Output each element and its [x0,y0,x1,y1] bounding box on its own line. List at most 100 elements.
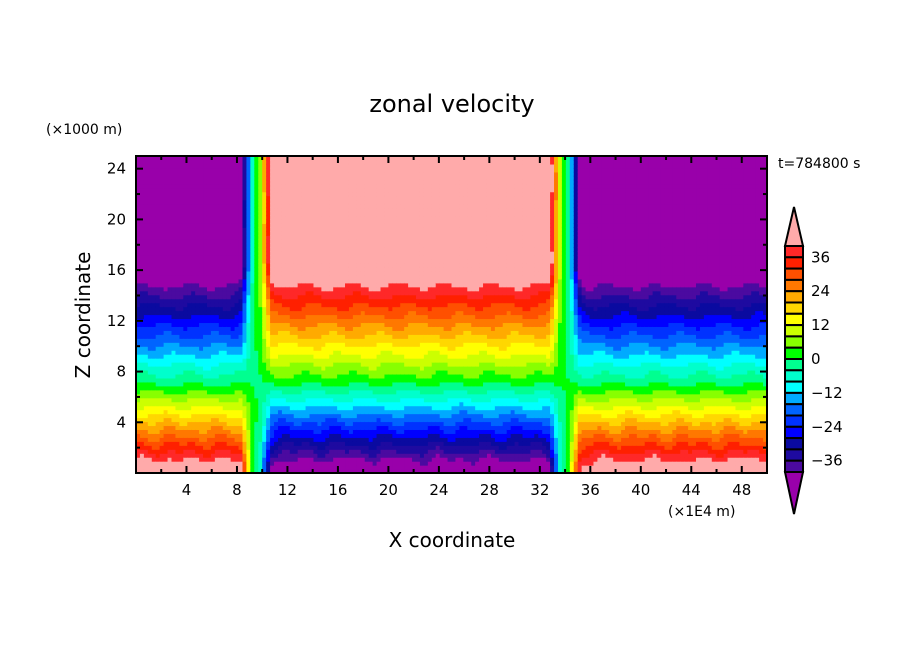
field-cell [183,223,188,228]
field-cell [277,163,283,169]
field-cell [348,330,354,335]
field-cell [171,429,177,434]
field-cell [352,318,358,324]
field-cell [337,191,342,197]
field-cell [254,159,259,165]
field-cell [266,235,271,240]
field-cell [364,199,370,205]
field-cell [183,421,188,427]
field-cell [313,441,319,446]
field-cell [309,286,315,292]
field-cell [230,381,236,387]
field-cell [356,469,362,474]
field-cell [345,270,350,276]
field-cell [179,262,184,268]
field-cell [195,381,200,387]
field-cell [203,251,208,256]
field-cell [281,282,287,288]
field-cell [305,358,311,363]
field-cell [222,247,228,252]
field-cell [242,437,248,442]
field-cell [262,286,267,292]
field-cell [376,373,382,379]
field-cell [297,179,303,185]
field-cell [139,239,145,244]
field-cell [289,266,295,272]
field-cell [159,282,165,288]
field-cell [274,461,279,466]
field-cell [187,302,192,308]
field-cell [309,235,315,240]
field-cell [313,417,319,423]
field-cell [360,235,366,240]
field-cell [218,231,224,236]
field-cell [250,373,255,379]
field-cell [329,191,334,197]
field-cell [191,215,196,220]
field-cell [341,302,346,308]
field-cell [277,262,283,268]
field-cell [234,231,240,236]
field-cell [163,179,169,185]
field-cell [313,342,319,347]
field-cell [179,167,184,173]
field-cell [293,377,299,383]
field-cell [218,159,224,165]
field-cell [136,156,141,161]
field-cell [372,282,378,288]
field-cell [234,393,240,399]
field-cell [163,346,169,351]
field-cell [191,163,196,169]
field-cell [321,266,326,272]
field-cell [199,231,204,236]
field-cell [218,207,224,213]
field-cell [250,342,255,347]
field-cell [175,278,180,284]
field-cell [329,199,334,205]
field-cell [226,247,232,252]
field-cell [250,441,255,446]
field-cell [305,362,311,367]
field-cell [325,385,330,391]
field-cell [175,282,180,288]
field-cell [242,409,248,415]
field-cell [214,310,220,316]
field-cell [210,255,216,260]
field-cell [380,397,386,403]
field-cell [167,231,173,236]
field-cell [155,270,161,276]
field-cell [321,421,326,427]
field-cell [309,179,315,185]
field-cell [309,207,315,213]
field-cell [234,211,240,217]
field-cell [341,457,346,462]
field-cell [143,179,149,185]
field-cell [297,251,303,256]
field-cell [171,199,177,205]
field-cell [364,362,370,367]
field-cell [313,330,319,335]
field-cell [242,405,248,411]
field-cell [214,215,220,220]
field-cell [266,159,271,165]
field-cell [301,219,307,224]
field-cell [242,191,248,197]
field-cell [364,211,370,217]
field-cell [301,409,307,415]
field-cell [199,314,204,320]
field-cell [218,381,224,387]
field-cell [238,195,244,201]
field-cell [262,401,267,407]
field-cell [372,274,378,280]
field-cell [337,294,342,300]
field-cell [250,203,255,209]
field-cell [262,354,267,359]
field-cell [163,163,169,169]
field-cell [242,401,248,407]
field-cell [206,397,212,403]
field-cell [226,270,232,276]
field-cell [313,199,319,205]
field-cell [270,183,275,189]
field-cell [206,401,212,407]
field-cell [352,243,358,248]
